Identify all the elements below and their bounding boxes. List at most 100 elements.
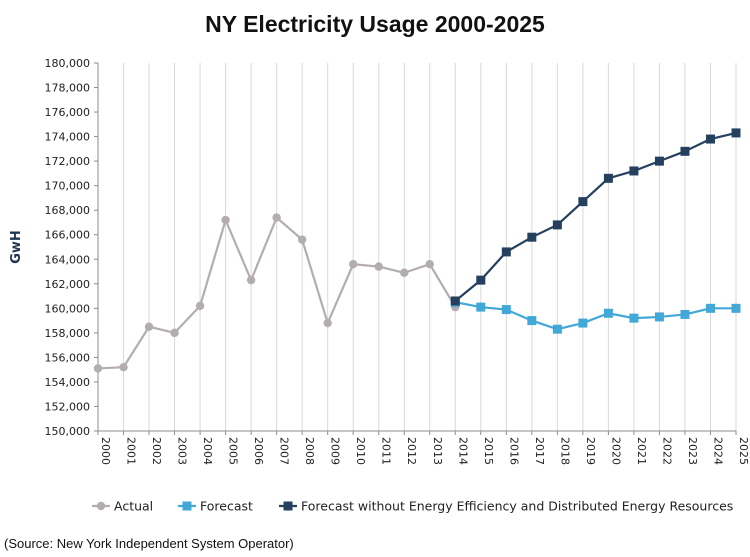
x-tick-label: 2006 bbox=[252, 437, 265, 465]
data-point bbox=[119, 363, 128, 372]
data-point bbox=[246, 275, 256, 285]
data-point bbox=[527, 316, 537, 326]
y-tick-label: 156,000 bbox=[45, 351, 91, 364]
x-tick-label: 2014 bbox=[456, 437, 469, 465]
x-tick-label: 2001 bbox=[125, 437, 138, 465]
x-tick-label: 2023 bbox=[686, 437, 699, 465]
y-tick-label: 176,000 bbox=[45, 106, 91, 119]
series-actual bbox=[93, 213, 460, 373]
legend-label: Actual bbox=[114, 499, 153, 514]
axes bbox=[97, 63, 736, 432]
x-tick-label: 2025 bbox=[737, 437, 750, 465]
y-tick-label: 152,000 bbox=[45, 400, 91, 413]
data-point bbox=[680, 146, 690, 156]
legend: Actual Forecast Forecast without Energy Ef… bbox=[92, 499, 733, 514]
x-tick-label: 2017 bbox=[533, 437, 546, 465]
chart-title: NY Electricity Usage 2000-2025 bbox=[205, 11, 545, 37]
data-point bbox=[323, 318, 332, 328]
y-tick-label: 160,000 bbox=[45, 302, 91, 315]
data-point bbox=[603, 173, 613, 183]
series-forecast-without-energy-efficiency-and-distributed-energy-resources bbox=[450, 128, 741, 306]
x-tick-label: 2008 bbox=[303, 437, 316, 465]
data-point bbox=[170, 328, 179, 338]
source-note: (Source: New York Independent System Ope… bbox=[4, 536, 294, 551]
legend-marker bbox=[182, 501, 192, 511]
data-point bbox=[552, 324, 562, 334]
y-tick-label: 162,000 bbox=[45, 278, 91, 291]
data-point bbox=[349, 259, 358, 269]
y-tick-label: 154,000 bbox=[45, 376, 91, 389]
x-tick-label: 2015 bbox=[482, 437, 495, 465]
data-point bbox=[731, 128, 741, 138]
y-tick-label: 180,000 bbox=[45, 57, 91, 70]
data-point bbox=[705, 303, 715, 313]
data-point bbox=[603, 308, 613, 318]
y-tick-label: 150,000 bbox=[45, 425, 91, 438]
data-point bbox=[654, 156, 664, 166]
x-tick-label: 2018 bbox=[558, 437, 571, 465]
data-point bbox=[297, 235, 307, 244]
legend-marker bbox=[283, 501, 293, 511]
data-point bbox=[476, 275, 486, 285]
x-tick-label: 2021 bbox=[635, 437, 648, 465]
x-tick-label: 2002 bbox=[150, 437, 163, 465]
x-tick-label: 2004 bbox=[201, 437, 214, 465]
data-point bbox=[552, 220, 562, 230]
y-tick-label: 170,000 bbox=[45, 180, 91, 193]
data-point bbox=[629, 166, 639, 176]
y-axis-label: GwH bbox=[9, 230, 24, 264]
x-tick-label: 2010 bbox=[354, 437, 367, 465]
x-tick-label: 2000 bbox=[99, 437, 112, 465]
data-point bbox=[221, 215, 230, 225]
x-tick-label: 2016 bbox=[507, 437, 520, 465]
data-point bbox=[400, 268, 409, 277]
y-tick-label: 168,000 bbox=[45, 204, 91, 217]
data-point bbox=[705, 134, 715, 144]
y-tick-label: 178,000 bbox=[45, 82, 91, 95]
x-tick-label: 2005 bbox=[227, 437, 240, 465]
data-point bbox=[450, 296, 460, 306]
data-point bbox=[476, 302, 486, 312]
data-point bbox=[654, 312, 664, 322]
x-tick-label: 2024 bbox=[711, 437, 724, 465]
x-tick-label: 2007 bbox=[278, 437, 291, 465]
y-tick-label: 174,000 bbox=[45, 131, 91, 144]
y-tick-label: 166,000 bbox=[45, 229, 91, 242]
data-point bbox=[144, 322, 154, 331]
series-line bbox=[454, 131, 737, 302]
legend-label: Forecast without Energy Efficiency and D… bbox=[301, 499, 733, 514]
data-point bbox=[578, 318, 588, 328]
data-point bbox=[731, 303, 741, 313]
data-point bbox=[578, 197, 588, 207]
x-tick-label: 2013 bbox=[431, 437, 444, 465]
data-point bbox=[195, 301, 205, 311]
y-ticks: 150,000 152,000 154,000 156,000 158,000 160,0… bbox=[45, 57, 98, 438]
y-tick-label: 164,000 bbox=[45, 253, 91, 266]
x-tick-label: 2022 bbox=[660, 437, 673, 465]
data-point bbox=[93, 364, 103, 373]
x-tick-label: 2012 bbox=[405, 437, 418, 465]
legend-marker bbox=[96, 501, 106, 511]
y-tick-label: 158,000 bbox=[45, 327, 91, 340]
x-tick-label: 2019 bbox=[584, 437, 597, 465]
y-tick-label: 172,000 bbox=[45, 155, 91, 168]
x-ticks: 2000 2001 2002 2003 2004 2005 2006 2007 2008 2009… bbox=[97, 431, 750, 465]
series-line bbox=[455, 301, 736, 331]
data-point bbox=[680, 309, 690, 319]
data-point bbox=[629, 313, 639, 323]
series bbox=[93, 128, 741, 373]
series-forecast bbox=[450, 297, 741, 334]
x-tick-label: 2011 bbox=[380, 437, 393, 465]
data-point bbox=[501, 305, 511, 315]
data-point bbox=[272, 213, 281, 222]
data-point bbox=[425, 259, 434, 269]
x-tick-label: 2003 bbox=[176, 437, 189, 465]
x-tick-label: 2020 bbox=[609, 437, 622, 465]
data-point bbox=[374, 262, 383, 271]
data-point bbox=[527, 232, 537, 242]
data-point bbox=[501, 247, 511, 257]
x-tick-label: 2009 bbox=[329, 437, 342, 465]
grid bbox=[123, 63, 737, 431]
legend-label: Forecast bbox=[200, 499, 253, 514]
